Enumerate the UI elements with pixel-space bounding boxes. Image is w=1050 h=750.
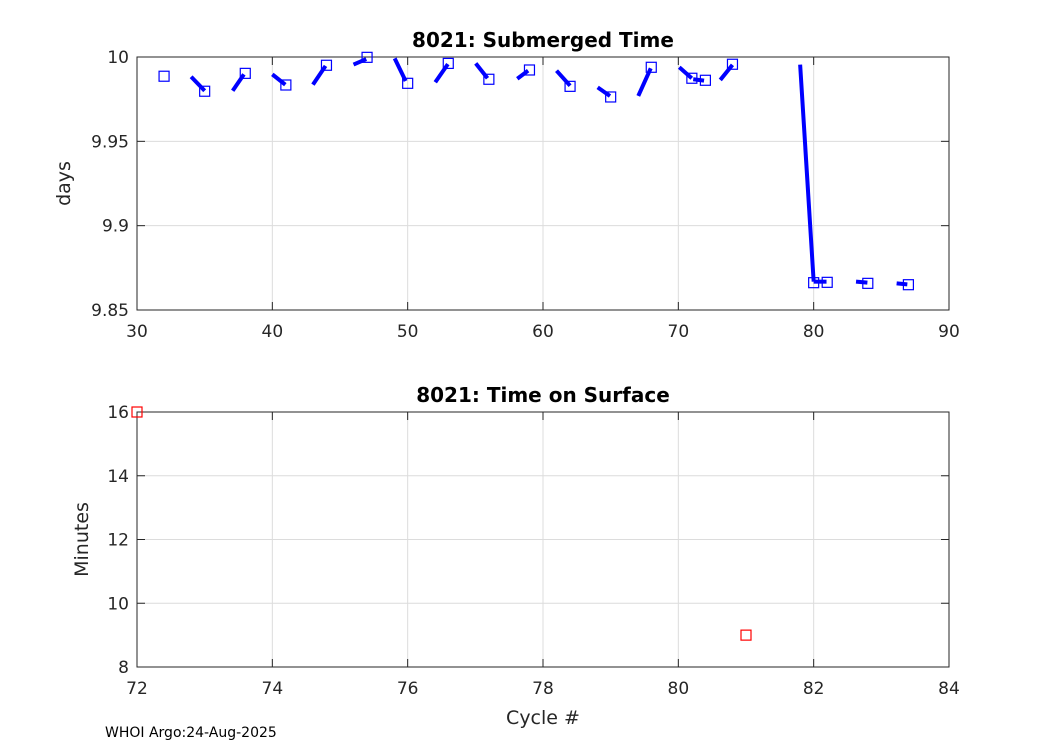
data-segment bbox=[392, 57, 408, 82]
data-segment bbox=[474, 62, 490, 80]
y-tick-label: 9.85 bbox=[91, 301, 129, 321]
data-segment bbox=[677, 65, 694, 80]
data-segment bbox=[433, 62, 450, 84]
axes-box bbox=[136, 411, 950, 668]
data-segment bbox=[516, 69, 530, 81]
data-point bbox=[402, 77, 414, 89]
data-point bbox=[699, 74, 712, 86]
data-point bbox=[821, 276, 833, 288]
data-point bbox=[740, 629, 752, 641]
data-point bbox=[483, 73, 495, 85]
data-segment bbox=[231, 73, 246, 92]
data-point bbox=[131, 406, 143, 418]
y-axis-label: Minutes bbox=[71, 502, 93, 577]
data-segment bbox=[271, 72, 287, 87]
data-point bbox=[523, 64, 536, 76]
data-point bbox=[645, 61, 657, 73]
chart-title: 8021: Time on Surface bbox=[416, 383, 670, 407]
x-tick-label: 82 bbox=[803, 679, 825, 699]
data-segment bbox=[596, 85, 612, 98]
data-point bbox=[862, 277, 874, 289]
x-tick-label: 74 bbox=[262, 679, 284, 699]
data-point bbox=[280, 79, 292, 91]
x-tick-label: 80 bbox=[803, 322, 825, 342]
x-tick-label: 60 bbox=[532, 322, 554, 342]
data-point bbox=[605, 91, 617, 103]
data-segment bbox=[189, 75, 207, 93]
data-point bbox=[808, 277, 820, 289]
x-tick-label: 80 bbox=[668, 679, 690, 699]
data-point bbox=[361, 51, 373, 63]
x-tick-label: 40 bbox=[262, 322, 284, 342]
y-tick-label: 14 bbox=[107, 467, 129, 487]
y-tick-label: 12 bbox=[107, 531, 129, 551]
data-point bbox=[902, 279, 915, 291]
x-tick-label: 76 bbox=[397, 679, 419, 699]
x-tick-label: 84 bbox=[938, 679, 960, 699]
data-point bbox=[442, 57, 454, 70]
data-segment bbox=[555, 69, 572, 88]
y-tick-label: 10 bbox=[107, 594, 129, 614]
x-tick-label: 78 bbox=[532, 679, 554, 699]
x-tick-label: 50 bbox=[397, 322, 419, 342]
x-tick-label: 30 bbox=[126, 322, 148, 342]
axes-box bbox=[136, 56, 950, 311]
data-point bbox=[726, 58, 739, 70]
data-segment bbox=[311, 64, 328, 86]
data-segment bbox=[798, 64, 816, 282]
data-segment bbox=[636, 67, 653, 97]
x-axis-label: Cycle # bbox=[506, 707, 580, 729]
x-tick-label: 72 bbox=[126, 679, 148, 699]
chart-title: 8021: Submerged Time bbox=[412, 28, 674, 52]
x-tick-label: 70 bbox=[668, 322, 690, 342]
data-segment bbox=[352, 57, 368, 67]
data-segment bbox=[692, 77, 705, 83]
y-axis-label: days bbox=[53, 161, 75, 206]
footer-credit: WHOI Argo:24-Aug-2025 bbox=[105, 725, 277, 741]
data-point bbox=[239, 67, 251, 79]
axes-2: 72 74 76 78 80 82 84 8 10 12 14 16 8021: Time on Sur… bbox=[71, 383, 960, 729]
y-tick-label: 9.95 bbox=[91, 132, 129, 152]
data-segment bbox=[718, 63, 735, 82]
y-tick-label: 8 bbox=[118, 658, 129, 678]
data-point bbox=[564, 80, 576, 92]
data-point bbox=[320, 59, 333, 71]
data-point bbox=[686, 72, 698, 84]
data-point bbox=[158, 70, 170, 82]
y-tick-label: 10 bbox=[107, 48, 129, 68]
axes-1: 30 40 50 60 70 80 90 9.85 9.9 9.95 10 8021: Submerg… bbox=[53, 28, 960, 342]
data-point bbox=[199, 85, 211, 97]
data-segment bbox=[855, 279, 868, 285]
x-tick-label: 90 bbox=[938, 322, 960, 342]
y-tick-label: 16 bbox=[107, 403, 129, 423]
y-tick-label: 9.9 bbox=[102, 217, 129, 237]
data-segment bbox=[896, 281, 908, 287]
